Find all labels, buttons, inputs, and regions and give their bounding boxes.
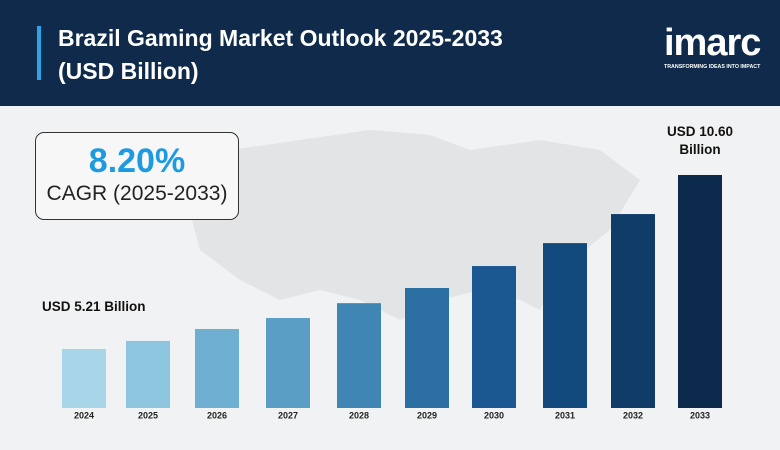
cagr-box: 8.20% CAGR (2025-2033) xyxy=(35,132,239,220)
cagr-value: 8.20% xyxy=(88,142,186,180)
logo-tagline: TRANSFORMING IDEAS INTO IMPACT xyxy=(664,64,761,70)
bar xyxy=(405,287,449,408)
logo: imarc TRANSFORMING IDEAS INTO IMPACT xyxy=(664,24,768,70)
x-tick-label: 2026 xyxy=(207,410,227,420)
accent-bar xyxy=(37,26,41,80)
value-label: USD 5.21 Billion xyxy=(42,299,146,314)
bar xyxy=(126,340,170,408)
x-tick-label: 2025 xyxy=(138,410,158,420)
bar xyxy=(62,349,106,408)
x-tick-label: 2032 xyxy=(623,410,643,420)
x-tick-label: 2028 xyxy=(349,410,369,420)
logo-name: imarc xyxy=(664,22,761,64)
map-silhouette xyxy=(180,130,640,320)
cagr-caption: CAGR (2025-2033) xyxy=(46,182,228,205)
x-tick-label: 2030 xyxy=(484,410,504,420)
x-tick-label: 2031 xyxy=(555,410,575,420)
bar xyxy=(472,266,516,408)
bar xyxy=(611,214,655,408)
bar xyxy=(678,175,722,408)
bar xyxy=(266,318,310,408)
x-tick-label: 2027 xyxy=(278,410,298,420)
bar xyxy=(337,303,381,408)
x-tick-label: 2033 xyxy=(690,410,710,420)
bar xyxy=(543,243,587,408)
x-tick-label: 2029 xyxy=(417,410,437,420)
header: Brazil Gaming Market Outlook 2025-2033 (… xyxy=(0,0,780,106)
x-tick-label: 2024 xyxy=(74,410,94,420)
value-label: USD 10.60 Billion xyxy=(666,124,734,157)
chart-title: Brazil Gaming Market Outlook 2025-2033 (… xyxy=(58,25,503,84)
bar xyxy=(195,328,239,408)
